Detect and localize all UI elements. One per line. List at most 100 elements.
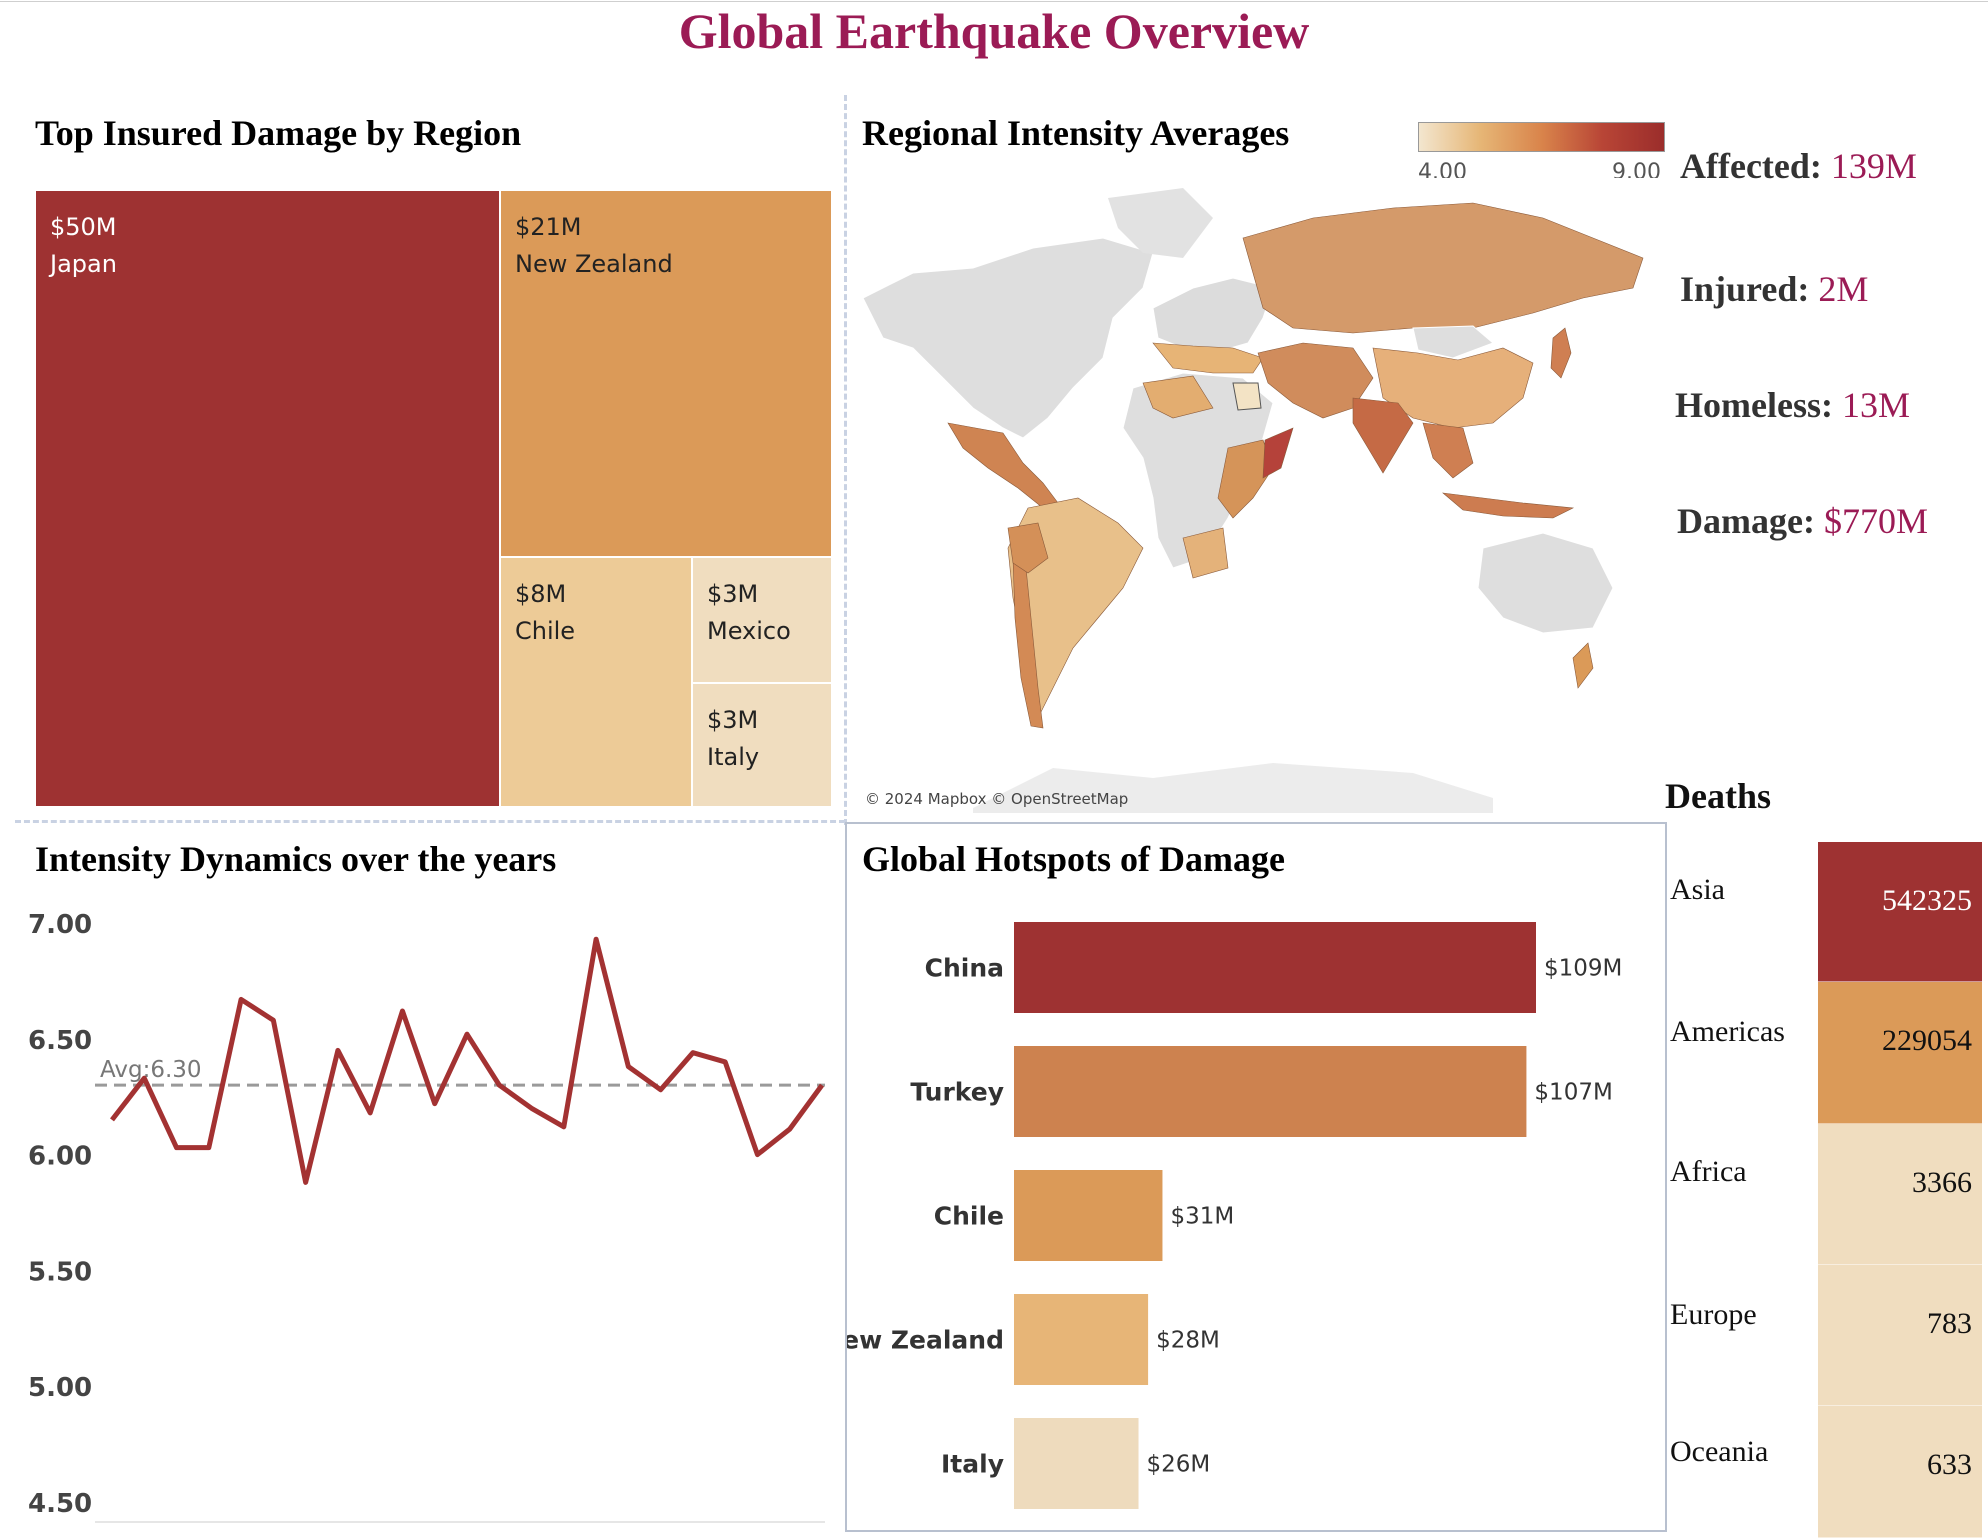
treemap-cell-mexico[interactable]: $3M Mexico [692,557,832,683]
bar[interactable] [1014,1418,1139,1509]
hotspots-title: Global Hotspots of Damage [862,839,1285,879]
map-japan [1550,327,1572,379]
map-europe [1152,277,1274,354]
treemap-title: Top Insured Damage by Region [35,113,522,153]
treemap-region: Chile [515,617,576,645]
average-label: Avg:6.30 [100,1057,202,1083]
map-peru [1007,522,1049,574]
map-north-america [862,237,1154,439]
bar-category-label: New Zealand [847,1326,1004,1355]
treemap-region: Italy [707,743,760,771]
deaths-title: Deaths [1665,776,1771,816]
treemap-region: Japan [50,250,117,278]
bar-value-label: $31M [1170,1204,1234,1230]
kpi-affected-value: 139M [1830,146,1917,186]
deaths-region-label: Americas [1670,1015,1785,1048]
map-southern-europe [1152,342,1264,374]
bar[interactable] [1014,922,1536,1013]
treemap-cell-italy[interactable]: $3M Italy [692,683,832,807]
treemap-label: $3M Mexico [707,576,791,650]
vertical-divider [844,95,847,825]
y-tick-label: 7.00 [28,910,92,940]
treemap-label: $21M New Zealand [515,209,673,283]
bar-value-label: $26M [1147,1452,1211,1478]
map-somalia [1262,427,1294,479]
deaths-value: 783 [1927,1307,1972,1340]
treemap-region: Mexico [707,617,791,645]
treemap-label: $3M Italy [707,702,759,776]
map-egypt [1232,382,1262,411]
map-east-africa [1217,439,1274,519]
y-tick-label: 4.50 [28,1489,92,1519]
deaths-region-label: Europe [1670,1298,1757,1331]
kpi-affected: Affected: 139M [1680,145,1917,187]
bar-value-label: $109M [1544,956,1622,982]
bar-category-label: China [925,954,1004,983]
deaths-value: 633 [1927,1448,1972,1481]
map-new-zealand [1572,642,1594,689]
map-title: Regional Intensity Averages [862,113,1290,153]
treemap-region: New Zealand [515,250,673,278]
treemap-cell-japan[interactable]: $50M Japan [35,190,500,807]
horizontal-divider [15,820,845,823]
y-tick-label: 5.00 [28,1373,92,1403]
deaths-region-label: Asia [1670,873,1725,906]
hotspots-bar-chart[interactable]: China $109M Turkey $107M Chile $31M New Zealan… [847,900,1665,1530]
kpi-damage-label: Damage: [1677,501,1815,541]
bar-category-label: Turkey [910,1078,1004,1107]
intensity-legend-bar [1418,122,1665,152]
treemap-value: $50M [50,213,117,241]
world-map[interactable] [853,178,1658,813]
map-australia [1477,532,1614,634]
treemap-value: $8M [515,580,567,608]
map-russia [1242,202,1644,334]
treemap-value: $3M [707,580,759,608]
bar-value-label: $107M [1534,1080,1612,1106]
deaths-cell[interactable]: 542325 [1818,842,1982,982]
map-south-africa [1182,527,1229,579]
kpi-injured: Injured: 2M [1680,268,1868,310]
treemap-value: $3M [707,706,759,734]
kpi-damage: Damage: $770M [1677,500,1928,542]
kpi-affected-label: Affected: [1680,146,1822,186]
deaths-region-label: Africa [1670,1155,1747,1188]
intensity-line-chart[interactable]: 7.00 6.50 6.00 5.50 5.00 4.50 Avg:6.30 [0,890,840,1530]
kpi-injured-value: 2M [1818,269,1869,309]
line-chart-title: Intensity Dynamics over the years [35,839,557,879]
deaths-cell[interactable]: 633 [1818,1406,1982,1538]
deaths-value: 542325 [1882,884,1972,917]
bar[interactable] [1014,1170,1163,1261]
bar[interactable] [1014,1046,1527,1137]
map-india [1352,397,1414,474]
treemap: $50M Japan $21M New Zealand $8M Chile $3… [35,190,832,807]
treemap-cell-new-zealand[interactable]: $21M New Zealand [500,190,832,557]
kpi-homeless: Homeless: 13M [1675,384,1910,426]
map-chile [1012,557,1044,729]
deaths-value: 3366 [1912,1166,1972,1199]
intensity-line [110,936,825,1185]
deaths-cell[interactable]: 3366 [1818,1124,1982,1265]
y-tick-label: 5.50 [28,1257,92,1287]
kpi-damage-value: $770M [1823,501,1928,541]
treemap-label: $8M Chile [515,576,575,650]
bar[interactable] [1014,1294,1149,1385]
deaths-region-label: Oceania [1670,1435,1769,1468]
treemap-value: $21M [515,213,582,241]
kpi-homeless-value: 13M [1841,385,1910,425]
y-tick-label: 6.00 [28,1142,92,1172]
map-greenland [1108,188,1213,258]
y-tick-label: 6.50 [28,1026,92,1056]
map-southeast-asia [1422,422,1474,479]
treemap-cell-chile[interactable]: $8M Chile [500,557,692,807]
map-mongolia [1412,325,1494,359]
map-north-africa [1142,375,1214,419]
bar-category-label: Chile [934,1202,1004,1231]
bar-category-label: Italy [941,1450,1004,1479]
deaths-cell[interactable]: 229054 [1818,982,1982,1124]
bar-value-label: $28M [1156,1328,1220,1354]
map-antarctica [973,763,1493,813]
hotspots-panel [845,822,1667,1532]
deaths-cell[interactable]: 783 [1818,1265,1982,1406]
dashboard-title: Global Earthquake Overview [678,3,1310,59]
map-indonesia [1442,492,1575,519]
